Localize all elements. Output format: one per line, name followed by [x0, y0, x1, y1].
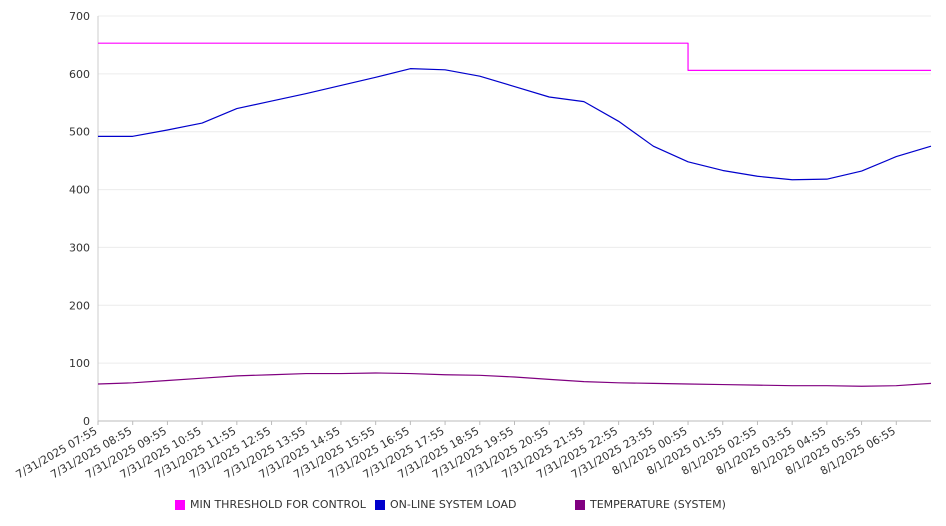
legend: MIN THRESHOLD FOR CONTROL ON-LINE SYSTEM…: [0, 498, 946, 514]
legend-label: TEMPERATURE (SYSTEM): [590, 498, 726, 511]
y-tick-label: 300: [69, 241, 90, 254]
x-axis: 7/31/2025 07:557/31/2025 08:557/31/2025 …: [14, 421, 898, 481]
legend-label: MIN THRESHOLD FOR CONTROL: [190, 498, 366, 511]
legend-swatch-magenta: [175, 499, 185, 510]
legend-item-system-load: ON-LINE SYSTEM LOAD: [375, 498, 516, 511]
y-axis: 0 100 200 300 400 500 600 700: [69, 10, 90, 428]
legend-swatch-purple: [575, 499, 585, 510]
series-line-1: [98, 68, 932, 181]
y-tick-label: 0: [83, 415, 90, 428]
grid-lines: [98, 15, 931, 422]
axes: [97, 16, 931, 422]
series-line-0: [98, 42, 931, 71]
y-tick-label: 500: [69, 126, 90, 139]
y-tick-label: 600: [69, 68, 90, 81]
y-tick-label: 100: [69, 357, 90, 370]
legend-swatch-blue: [375, 499, 385, 510]
legend-item-min-threshold: MIN THRESHOLD FOR CONTROL: [175, 498, 366, 511]
series-lines: [97, 42, 932, 387]
y-tick-label: 200: [69, 299, 90, 312]
y-tick-label: 700: [69, 10, 90, 23]
legend-item-temperature: TEMPERATURE (SYSTEM): [575, 498, 726, 511]
series-line-2: [97, 372, 932, 387]
y-tick-label: 400: [69, 184, 90, 197]
legend-label: ON-LINE SYSTEM LOAD: [390, 498, 517, 511]
